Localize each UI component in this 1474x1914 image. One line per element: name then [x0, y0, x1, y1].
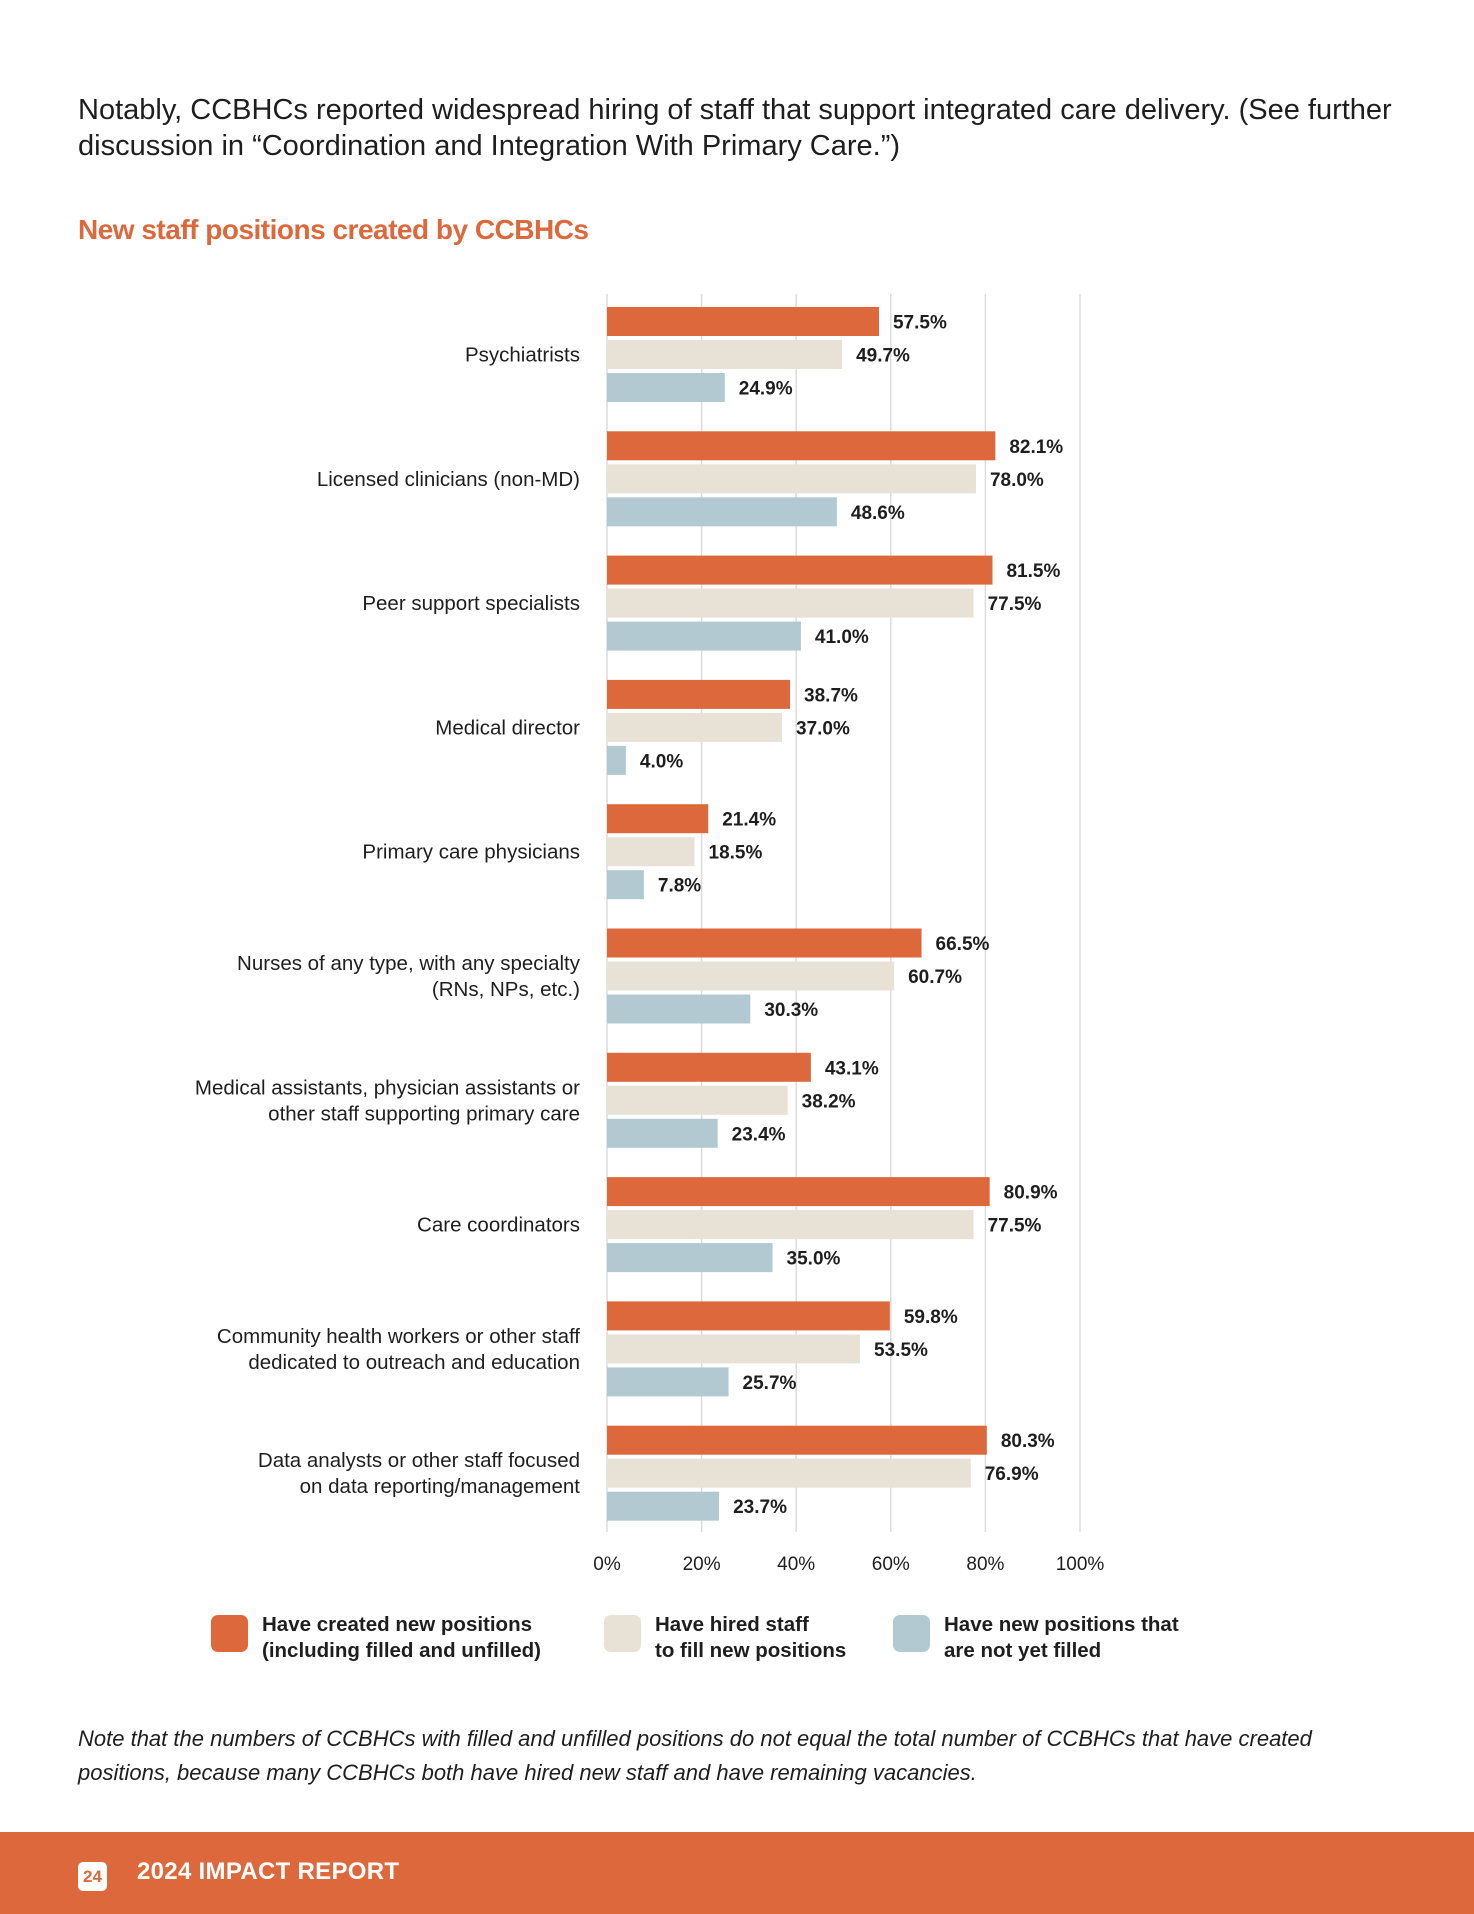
data-label-hired: 37.0%	[796, 718, 850, 739]
category-label: (RNs, NPs, etc.)	[432, 978, 580, 1001]
chart-legend: Have created new positions (including fi…	[0, 1612, 1474, 1692]
bar-hired	[607, 1210, 974, 1240]
category-label: Peer support specialists	[362, 592, 580, 615]
bar-unfilled	[607, 994, 751, 1024]
data-label-created: 38.7%	[804, 685, 858, 706]
data-label-unfilled: 48.6%	[851, 503, 905, 524]
data-label-created: 57.5%	[893, 313, 947, 334]
bar-unfilled	[607, 497, 837, 527]
legend-label-hired: Have hired staff to fill new positions	[655, 1613, 847, 1662]
data-label-hired: 78.0%	[990, 470, 1044, 491]
data-label-hired: 53.5%	[874, 1340, 928, 1361]
category-label: Primary care physicians	[362, 841, 580, 864]
data-label-unfilled: 23.7%	[733, 1497, 787, 1518]
data-label-hired: 49.7%	[856, 346, 910, 367]
data-label-unfilled: 23.4%	[732, 1124, 786, 1145]
bar-unfilled	[607, 1491, 720, 1521]
bar-created	[607, 1177, 990, 1207]
bar-created	[607, 555, 993, 585]
category-label: Licensed clinicians (non-MD)	[317, 468, 580, 491]
legend-label-created: Have created new positions (including fi…	[262, 1613, 542, 1662]
data-label-hired: 18.5%	[709, 843, 763, 864]
data-label-unfilled: 24.9%	[739, 379, 793, 400]
data-label-unfilled: 41.0%	[815, 627, 869, 648]
data-label-created: 81.5%	[1006, 561, 1060, 582]
bar-hired	[607, 1334, 861, 1364]
page-footer: 24 2024 IMPACT REPORT	[0, 1832, 1474, 1914]
legend-swatch-created	[211, 1615, 248, 1652]
bar-unfilled	[607, 373, 725, 402]
bar-unfilled	[607, 1118, 718, 1148]
bar-hired	[607, 464, 976, 494]
x-tick-label: 0%	[593, 1554, 621, 1575]
category-label: Psychiatrists	[465, 344, 580, 367]
data-label-unfilled: 35.0%	[787, 1249, 841, 1270]
intro-paragraph: Notably, CCBHCs reported widespread hiri…	[78, 94, 1392, 162]
data-label-unfilled: 30.3%	[764, 1000, 818, 1021]
data-label-hired: 38.2%	[802, 1091, 856, 1112]
bar-hired	[607, 588, 974, 618]
bar-hired	[607, 340, 843, 369]
bar-hired	[607, 712, 783, 742]
x-tick-label: 20%	[683, 1554, 721, 1575]
bar-created	[607, 679, 791, 709]
data-label-created: 66.5%	[936, 934, 990, 955]
data-label-created: 59.8%	[904, 1307, 958, 1328]
data-label-unfilled: 25.7%	[743, 1373, 797, 1394]
x-tick-label: 100%	[1056, 1554, 1105, 1575]
legend-label-unfilled: Have new positions that are not yet fill…	[944, 1613, 1179, 1662]
data-label-unfilled: 7.8%	[658, 876, 701, 897]
category-label: Nurses of any type, with any specialty	[237, 952, 581, 975]
legend-item-hired: Have hired staff to fill new positions	[604, 1612, 846, 1664]
bar-created	[607, 1052, 811, 1082]
bar-hired	[607, 837, 695, 867]
legend-item-created: Have created new positions (including fi…	[211, 1612, 541, 1664]
legend-swatch-unfilled	[893, 1615, 930, 1652]
chart-footnote: Note that the numbers of CCBHCs with fil…	[78, 1726, 1312, 1785]
data-label-hired: 60.7%	[908, 967, 962, 988]
category-label: dedicated to outreach and education	[248, 1351, 580, 1374]
chart-title: New staff positions created by CCBHCs	[78, 214, 589, 245]
category-label: Community health workers or other staff	[217, 1325, 580, 1348]
category-label: Medical assistants, physician assistants…	[195, 1076, 580, 1099]
page-number-badge: 24	[78, 1862, 107, 1891]
x-tick-label: 80%	[966, 1554, 1004, 1575]
bar-hired	[607, 1458, 971, 1488]
bar-unfilled	[607, 621, 801, 651]
data-label-created: 80.9%	[1004, 1183, 1058, 1204]
bar-unfilled	[607, 1367, 729, 1397]
data-label-created: 21.4%	[722, 810, 776, 831]
legend-item-unfilled: Have new positions that are not yet fill…	[893, 1612, 1179, 1664]
x-tick-label: 40%	[777, 1554, 815, 1575]
bar-created	[607, 1425, 987, 1455]
x-tick-label: 60%	[872, 1554, 910, 1575]
data-label-unfilled: 4.0%	[640, 751, 683, 772]
bar-created	[607, 1301, 890, 1331]
bar-created	[607, 431, 996, 461]
data-label-hired: 77.5%	[988, 594, 1042, 615]
category-label: Care coordinators	[417, 1214, 580, 1237]
bar-unfilled	[607, 1243, 773, 1273]
data-label-created: 80.3%	[1001, 1431, 1055, 1452]
legend-swatch-hired	[604, 1615, 641, 1652]
bar-chart: 0% 20% 40% 60% 80% 100% Psychiatrists 57.5% 49.7…	[195, 294, 1105, 1575]
bar-created	[607, 307, 879, 336]
report-title: 2024 IMPACT REPORT	[137, 1858, 400, 1885]
data-label-hired: 77.5%	[988, 1216, 1042, 1237]
data-label-created: 82.1%	[1009, 437, 1063, 458]
data-label-created: 43.1%	[825, 1058, 879, 1079]
category-label: Data analysts or other staff focused	[258, 1449, 580, 1472]
bar-hired	[607, 961, 895, 991]
bar-hired	[607, 1085, 788, 1115]
bar-created	[607, 804, 709, 834]
category-label: other staff supporting primary care	[268, 1102, 580, 1125]
category-label: on data reporting/management	[300, 1475, 581, 1498]
data-label-hired: 76.9%	[985, 1464, 1039, 1485]
bar-created	[607, 928, 922, 958]
bar-unfilled	[607, 870, 644, 900]
category-label: Medical director	[435, 716, 580, 739]
bar-unfilled	[607, 745, 626, 775]
